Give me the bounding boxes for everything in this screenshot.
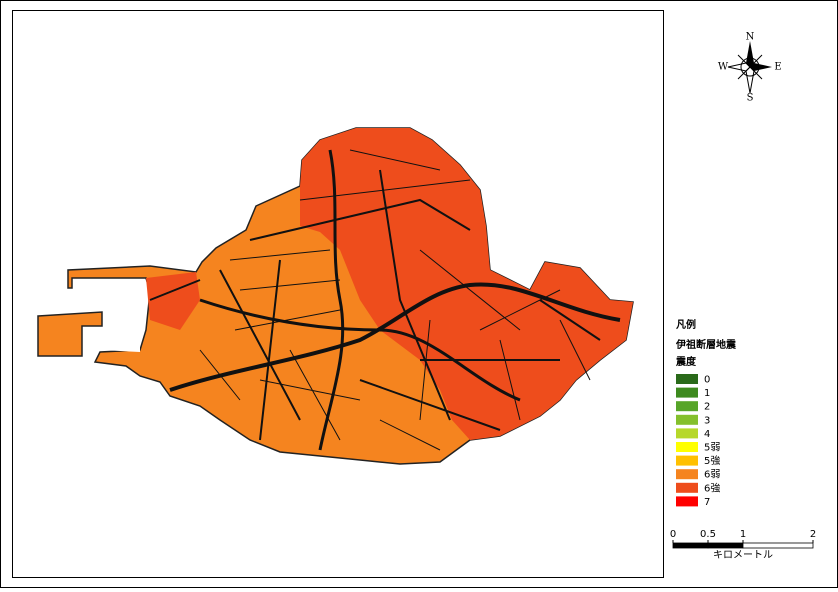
legend-swatch: [676, 387, 698, 398]
legend-label: 4: [704, 429, 710, 440]
compass-west: W: [718, 62, 729, 73]
legend-swatch: [676, 374, 698, 384]
legend-label: 5弱: [704, 442, 720, 454]
legend-swatch: [676, 496, 698, 507]
legend-swatch: [676, 482, 698, 493]
legend-swatch: [676, 455, 698, 466]
legend-subtitle: 伊祖断層地震: [675, 338, 737, 351]
compass-needle: [750, 63, 772, 71]
scale-tick-label: 2: [810, 529, 816, 540]
legend-label: 6強: [704, 481, 720, 494]
compass-south: S: [747, 93, 754, 104]
scale-tick-label: 0: [670, 529, 676, 540]
scale-tick-label: 0.5: [700, 529, 716, 540]
roads: [149, 149, 621, 451]
legend-label: 6弱: [704, 469, 720, 481]
legend-label: 2: [704, 402, 710, 413]
compass-east: E: [774, 62, 781, 73]
compass-diagonal: [737, 54, 763, 80]
scale-segment: [672, 542, 709, 549]
legend-label: 5強: [704, 454, 720, 467]
compass-north: N: [746, 32, 755, 43]
legend-swatch: [676, 442, 698, 452]
map-area: [37, 127, 634, 465]
land-port-red: [146, 272, 200, 330]
scale-segment: [707, 542, 744, 549]
legend-label: 0: [704, 375, 710, 386]
legend-swatch: [676, 401, 698, 412]
land-west-piece: [37, 311, 103, 357]
legend-label: 7: [704, 497, 710, 508]
scale-segment: [742, 542, 814, 549]
legend-swatch: [676, 428, 698, 439]
legend-label: 3: [704, 415, 710, 426]
compass-ring: [740, 57, 760, 77]
legend-label: 1: [704, 388, 710, 399]
legend-swatch: [676, 469, 698, 480]
legend-title: 凡例: [676, 318, 696, 331]
harbor-water: [100, 282, 140, 352]
scale-tick-label: 1: [740, 529, 746, 540]
compass: N S E W: [718, 32, 782, 104]
scale-unit: キロメートル: [713, 550, 773, 561]
legend-swatch: [676, 414, 698, 425]
compass-needle: [746, 41, 754, 67]
legend-heading: 震度: [676, 355, 697, 368]
